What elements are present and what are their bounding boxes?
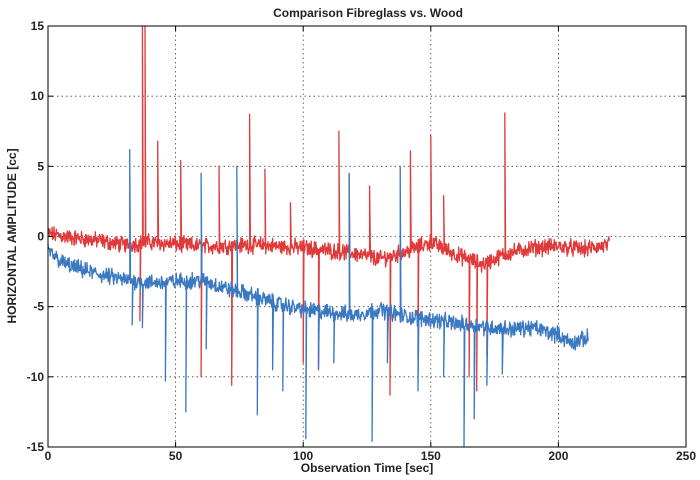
x-axis-label: Observation Time [sec] (301, 461, 434, 475)
series-line-2 (47, 148, 590, 448)
gridlines (48, 26, 686, 447)
y-tick-label: -5 (33, 300, 44, 314)
y-tick-label: 10 (31, 89, 45, 103)
x-tick-label: 200 (548, 449, 568, 463)
x-tick-label: 150 (421, 449, 441, 463)
x-tick-label: 0 (45, 449, 52, 463)
x-tick-label: 50 (169, 449, 183, 463)
y-tick-label: -15 (27, 440, 45, 454)
chart-title: Comparison Fibreglass vs. Wood (273, 6, 463, 20)
y-axis-label: HORIZONTAL AMPLITUDE [cc] (5, 148, 19, 323)
series-line-1 (47, 25, 610, 396)
axis-ticks: 0 50 100 150 200 250 -15 -10 -5 0 5 10 15 (27, 19, 697, 463)
y-tick-label: 0 (37, 230, 44, 244)
x-tick-label: 250 (676, 449, 696, 463)
y-tick-label: 15 (31, 19, 45, 33)
series-group (47, 25, 610, 448)
x-tick-label: 100 (293, 449, 313, 463)
y-tick-label: -10 (27, 370, 45, 384)
y-tick-label: 5 (37, 159, 44, 173)
